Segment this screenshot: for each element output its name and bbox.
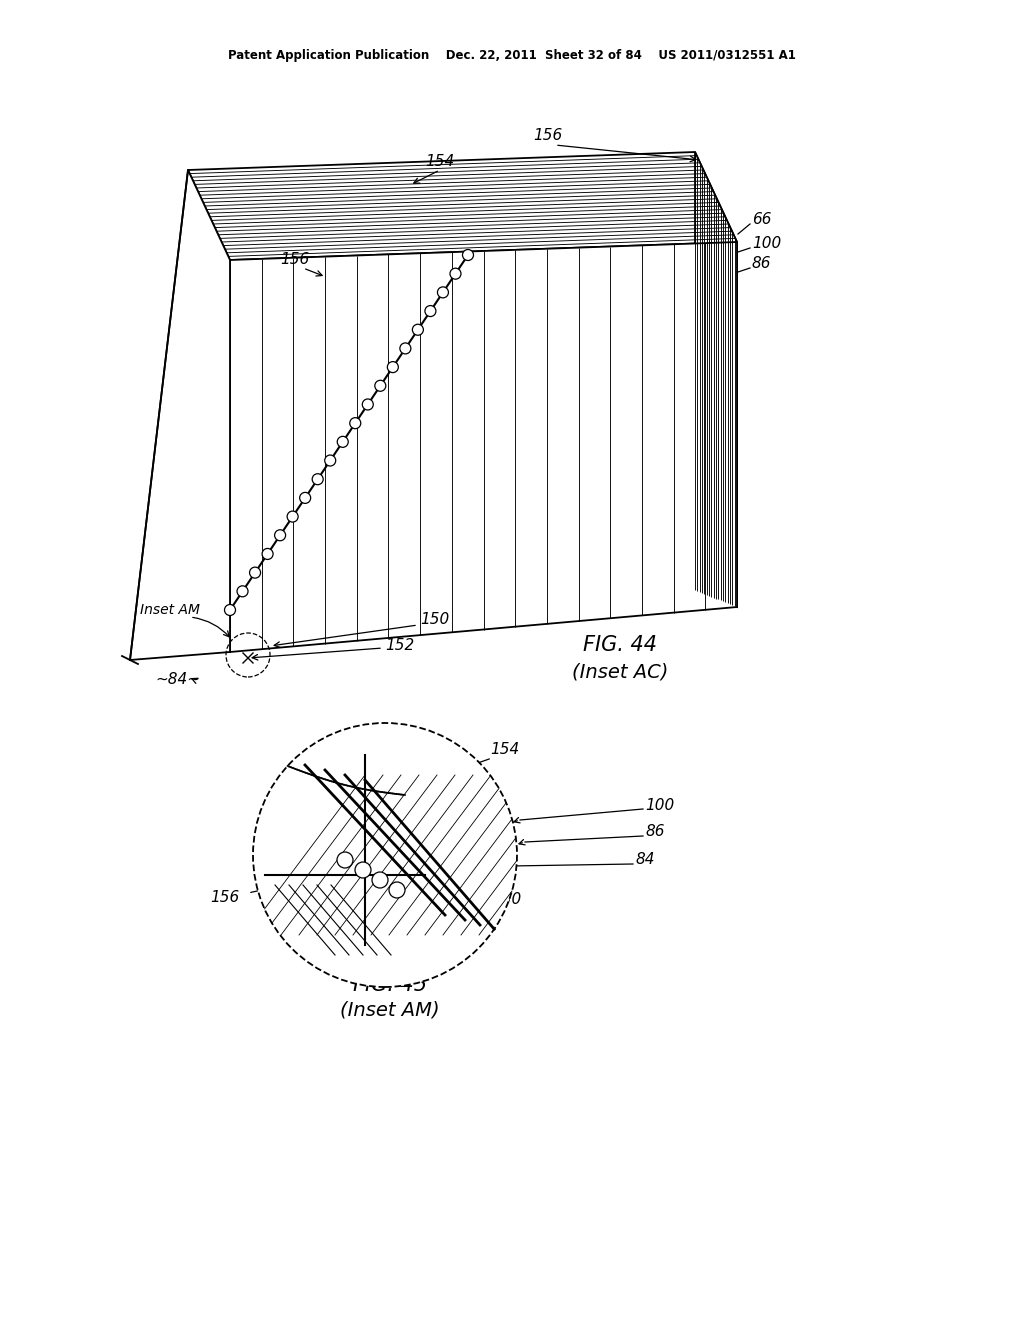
Text: 153: 153 [385, 935, 415, 949]
Circle shape [389, 882, 406, 898]
Circle shape [224, 605, 236, 615]
Text: 86: 86 [752, 256, 771, 272]
Circle shape [237, 586, 248, 597]
Polygon shape [130, 170, 230, 660]
Text: 66: 66 [752, 213, 771, 227]
Circle shape [437, 286, 449, 298]
Circle shape [450, 268, 461, 280]
Text: 84: 84 [635, 853, 654, 867]
Text: 154: 154 [425, 154, 455, 169]
Circle shape [399, 343, 411, 354]
Text: 100: 100 [752, 236, 781, 252]
Text: 150: 150 [420, 612, 450, 627]
Text: ~84~: ~84~ [155, 672, 200, 688]
Circle shape [413, 325, 423, 335]
Polygon shape [695, 152, 737, 607]
Text: 154: 154 [490, 742, 519, 758]
Text: Inset AM: Inset AM [140, 603, 200, 616]
Polygon shape [230, 242, 737, 652]
Circle shape [337, 851, 353, 869]
Text: 100: 100 [645, 797, 674, 813]
Circle shape [362, 399, 374, 411]
Circle shape [262, 548, 273, 560]
Circle shape [425, 305, 436, 317]
Circle shape [387, 362, 398, 372]
Text: 150: 150 [492, 892, 521, 908]
Text: 156: 156 [281, 252, 309, 268]
Text: (Inset AM): (Inset AM) [340, 1001, 440, 1019]
Text: FIG. 44: FIG. 44 [583, 635, 657, 655]
Circle shape [274, 529, 286, 541]
Circle shape [325, 455, 336, 466]
Circle shape [287, 511, 298, 523]
Text: 151: 151 [328, 896, 357, 912]
Circle shape [253, 723, 517, 987]
Circle shape [350, 417, 360, 429]
Text: 152: 152 [390, 829, 419, 843]
Text: (Inset AC): (Inset AC) [571, 663, 669, 681]
Text: 86: 86 [645, 825, 665, 840]
Circle shape [375, 380, 386, 391]
Text: Patent Application Publication    Dec. 22, 2011  Sheet 32 of 84    US 2011/03125: Patent Application Publication Dec. 22, … [228, 49, 796, 62]
Text: 156: 156 [534, 128, 562, 144]
Circle shape [372, 873, 388, 888]
Text: 156: 156 [210, 891, 240, 906]
Polygon shape [188, 152, 737, 260]
Circle shape [355, 862, 371, 878]
Text: 152: 152 [385, 638, 415, 652]
Circle shape [463, 249, 473, 260]
Circle shape [250, 568, 260, 578]
Circle shape [312, 474, 324, 484]
Text: FIG. 45: FIG. 45 [353, 975, 427, 995]
Circle shape [337, 437, 348, 447]
Circle shape [300, 492, 310, 503]
